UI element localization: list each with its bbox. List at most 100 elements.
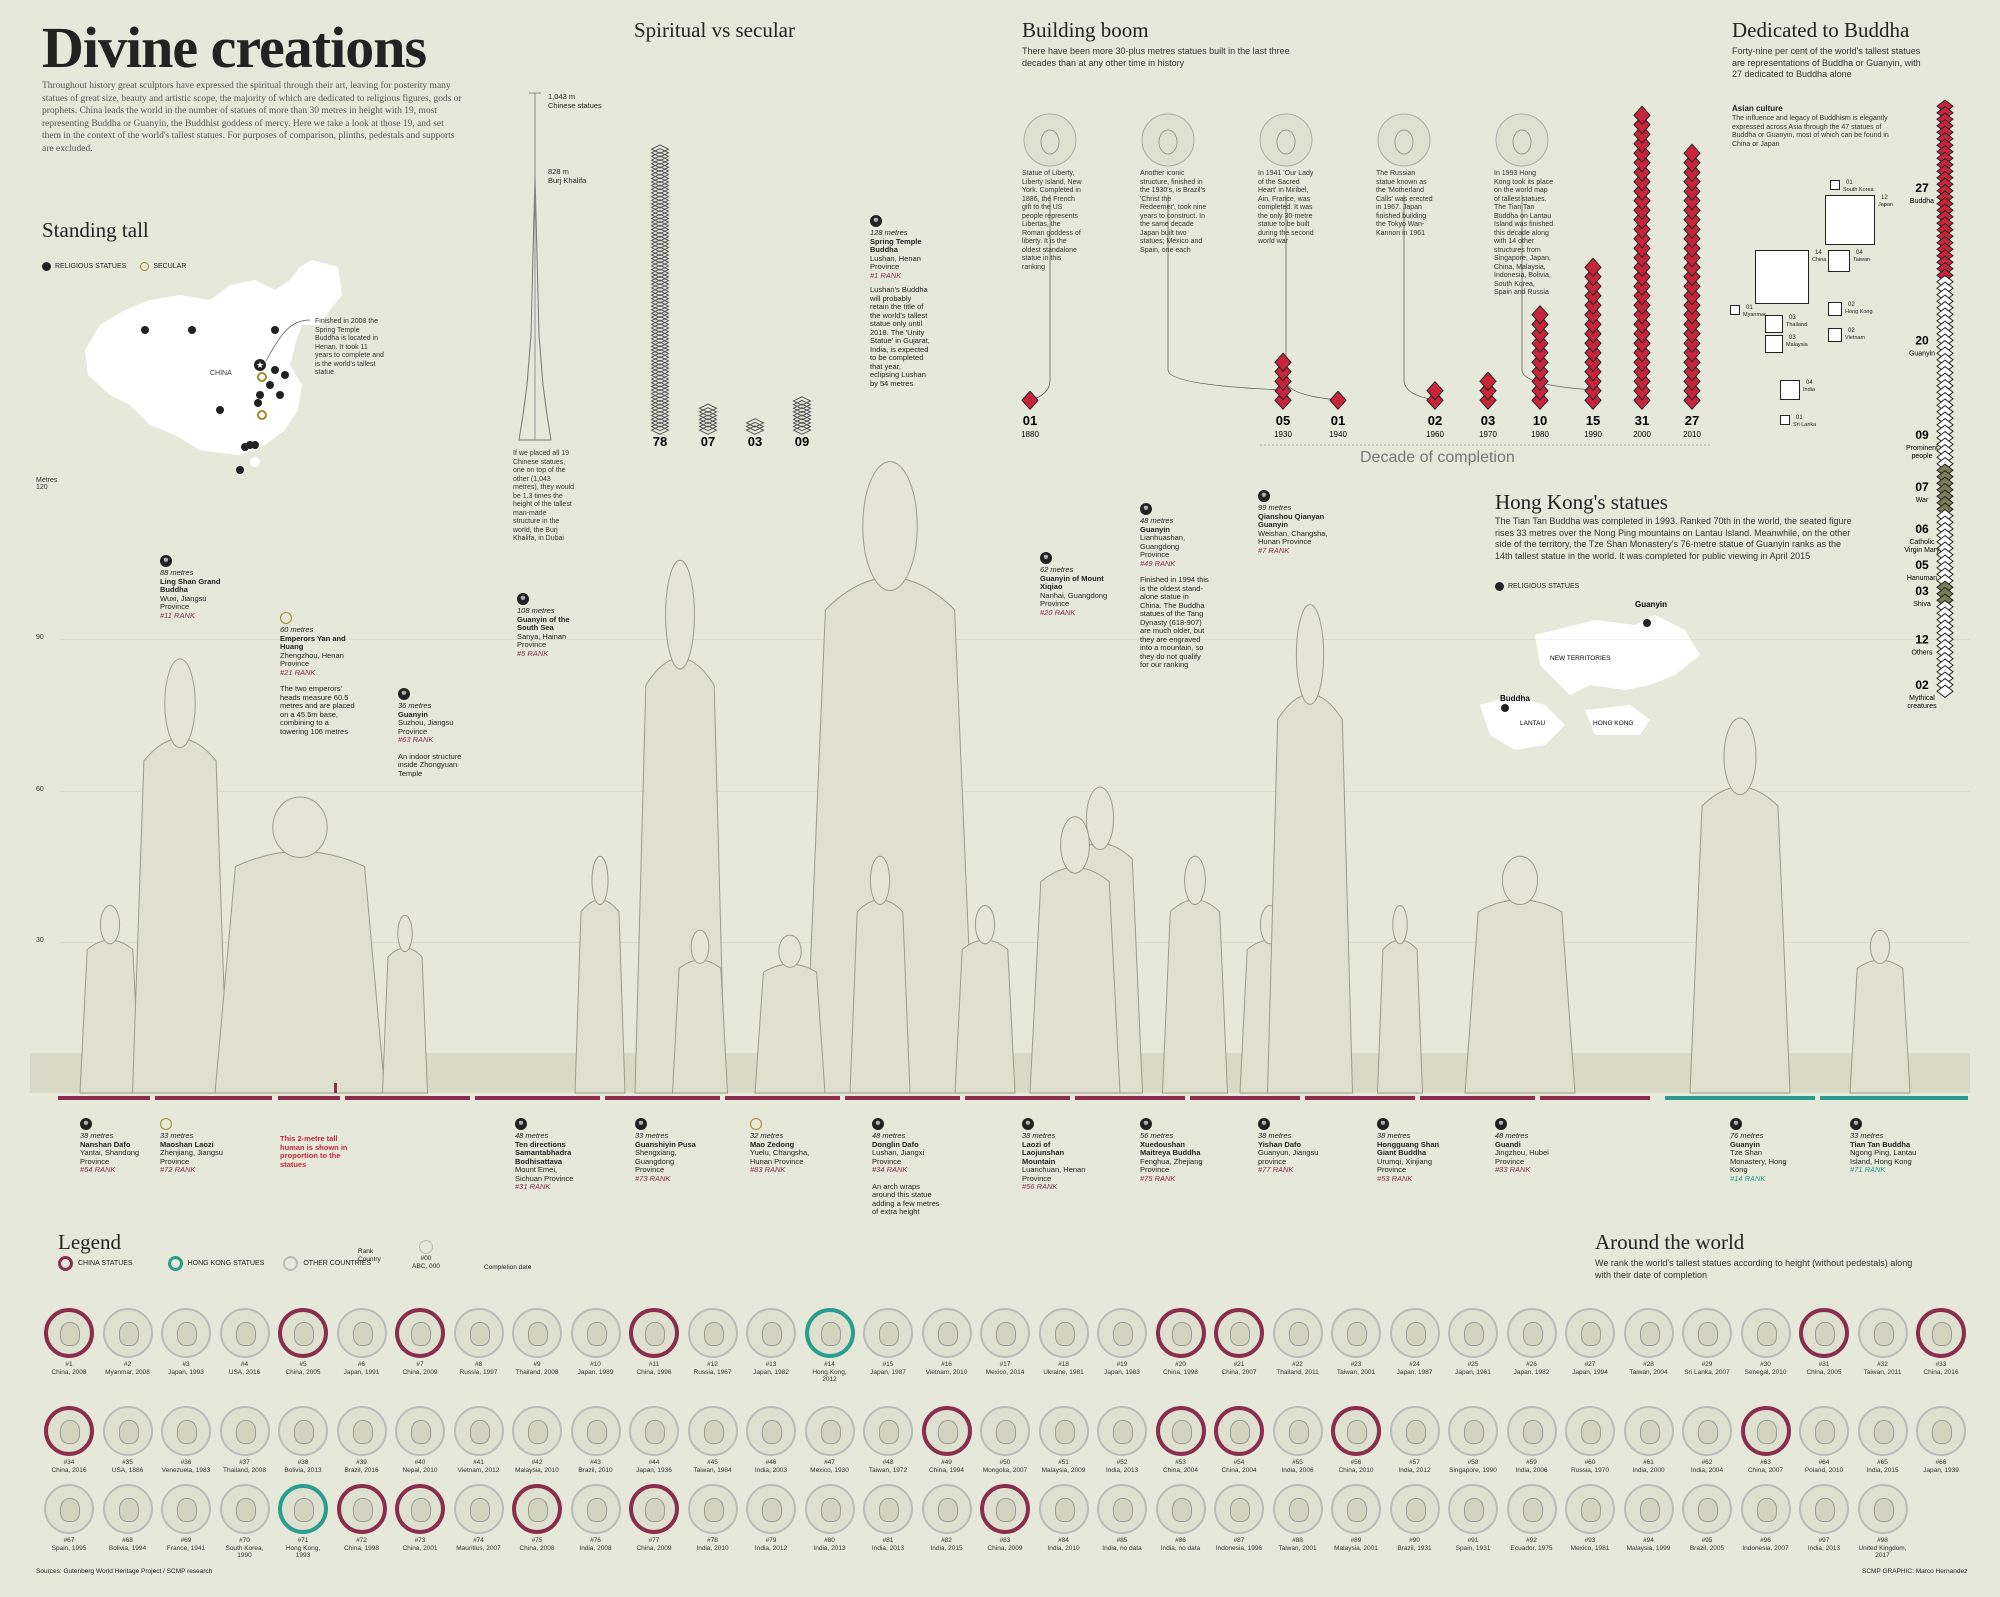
- type-bar-cell: [792, 418, 812, 428]
- ranking-medal: #62 India, 2004: [1682, 1406, 1732, 1474]
- ytick-30: 30: [36, 937, 44, 944]
- subject-value-label: 09: [1915, 428, 1929, 442]
- ranking-medal: #21 China, 2007: [1214, 1308, 1264, 1376]
- decade-value-label: 05: [1276, 413, 1290, 428]
- type-bar-cell: [650, 177, 670, 187]
- country-box-south-korea: 01 South Korea: [1830, 180, 1874, 193]
- decade-category-label: 2000: [1633, 430, 1651, 439]
- hk-title: Hong Kong's statues: [1495, 490, 1668, 514]
- subject-bar-guanyin: [1936, 274, 1954, 413]
- subject-bar-others: [1936, 599, 1954, 686]
- subject-bar-mythical-creatures: [1936, 677, 1954, 699]
- type-bar-cell: [650, 250, 670, 260]
- type-bar-cell: [650, 184, 670, 195]
- type-bar-cell: [792, 407, 812, 417]
- ranking-medal: #60 Russia, 1970: [1565, 1406, 1615, 1474]
- decade-bar-1970: [1479, 371, 1497, 411]
- type-bar-cell: [650, 348, 670, 359]
- asian-culture-text: The influence and legacy of Buddhism is …: [1732, 115, 1889, 148]
- page-title: Divine creations: [42, 15, 427, 80]
- type-bar-cell: [650, 370, 670, 381]
- type-bar-cell: [745, 421, 765, 432]
- ranking-medal: #66 Japan, 1939: [1916, 1406, 1966, 1474]
- type-bar-cell: [650, 312, 670, 322]
- subject-category-label: War: [1916, 497, 1929, 504]
- decade-bar-1930: [1274, 352, 1292, 411]
- ranking-medal: #7 China, 2009: [395, 1308, 445, 1376]
- type-bar-cell: [650, 374, 670, 384]
- type-value-label: 07: [701, 434, 715, 449]
- type-bar-cell: [650, 326, 670, 337]
- type-bar-cell: [650, 356, 670, 366]
- ranking-medal: #61 India, 2000: [1623, 1406, 1674, 1474]
- subject-bar-shiva: [1936, 580, 1954, 608]
- secular-pin-icon: [140, 262, 150, 271]
- decade-axis-label: Decade of completion: [1360, 449, 1515, 466]
- country-box-india: 04 India: [1780, 380, 1815, 400]
- lower-label: ☸ 33 metres Guanshiyin Pusa Shengxiang, Gua…: [635, 1118, 703, 1183]
- type-bar-cell: [650, 337, 670, 348]
- label-south-sea: ☸ 108 metres Guanyin of the South Sea Sany…: [517, 593, 587, 658]
- type-bar-friendship: [745, 418, 765, 435]
- hk-map: Guanyin NEW TERRITORIES Buddha LANTAU HO…: [1480, 600, 1700, 750]
- type-bar-cell: [650, 359, 670, 370]
- type-bar-cell: [650, 381, 670, 392]
- subject-value-label: 05: [1915, 558, 1929, 572]
- world-subtitle: We rank the world's tallest statues acco…: [1595, 1258, 1913, 1280]
- statue-guanyin-lianhuashan-: [1161, 855, 1229, 1094]
- ranking-medal: #23 Taiwan, 2001: [1331, 1308, 1381, 1376]
- decade-bar-cell: [1479, 371, 1497, 392]
- ranking-medal: #42 Malaysia, 2010: [512, 1406, 562, 1474]
- ranking-medal: #72 China, 1998: [336, 1484, 387, 1552]
- decade-bar-cell: [1274, 352, 1292, 373]
- boom-title: Building boom: [1022, 18, 1149, 42]
- subject-value-label: 03: [1915, 584, 1929, 598]
- ranking-medal: #55 India, 2006: [1272, 1406, 1323, 1474]
- subject-category-label: Catholic: [1909, 539, 1935, 546]
- decade-category-label: 1990: [1584, 430, 1602, 439]
- legend-title: Legend: [58, 1230, 121, 1254]
- type-bar-cell: [792, 414, 812, 424]
- decade-bar-cell: [1531, 304, 1549, 325]
- china-swatch: [58, 1256, 73, 1271]
- type-bar-cell: [650, 294, 670, 304]
- type-bar-cell: [650, 195, 670, 205]
- type-bar-cell: [650, 345, 670, 355]
- legend-religious: RELIGIOUS STATUES: [55, 263, 127, 270]
- decade-bar-cell: [1426, 380, 1444, 401]
- ranking-medal: #45 Taiwan, 1984: [687, 1406, 738, 1474]
- hk-pin-icon: [1495, 582, 1504, 591]
- lower-label: ☸ 33 metres Tian Tan Buddha Ngong Ping, Lan…: [1850, 1118, 1918, 1175]
- hk-swatch: [167, 1256, 183, 1271]
- subject-value-label: 07: [1915, 480, 1929, 494]
- statue-guandi: [1464, 855, 1576, 1094]
- country-box-japan: 12 Japan: [1825, 195, 1893, 245]
- ranking-medal: #67 Spain, 1995: [44, 1484, 94, 1552]
- religious-pin-icon: ☸: [1850, 1118, 1862, 1130]
- subject-value-label: 06: [1915, 522, 1929, 536]
- subject-category-label: Shiva: [1913, 601, 1931, 608]
- type-bar-cell: [650, 410, 670, 421]
- legend-rank-country: Rank Country: [358, 1248, 381, 1263]
- type-bar-cell: [650, 173, 670, 184]
- ranking-medal: #24 Japan, 1987: [1389, 1308, 1440, 1376]
- type-bar-cell: [650, 414, 670, 424]
- type-bar-cell: [650, 264, 670, 275]
- ranking-medal: #32 Taiwan, 2011: [1857, 1308, 1908, 1376]
- type-bar-cell: [650, 144, 670, 154]
- statue-mao-zedong: [754, 934, 826, 1094]
- ranking-medal: #14 Hong Kong, 2012: [804, 1308, 855, 1384]
- decade-category-label: 1930: [1274, 430, 1292, 439]
- statue-ten-directions-samantabhadra-bodhisattava: [574, 855, 626, 1094]
- type-bar-cell: [650, 283, 670, 293]
- type-bar-cell: [650, 403, 670, 414]
- statue-guanshiyin-pusa: [671, 929, 729, 1094]
- boom-note-1930: Another iconic structure, finished in th…: [1140, 170, 1207, 254]
- secular-pin-icon: [750, 1118, 762, 1130]
- decade-bar-1990: [1584, 257, 1602, 411]
- type-bar-cell: [650, 323, 670, 333]
- asian-culture-title: Asian culture: [1732, 104, 1783, 113]
- subject-value-label: 20: [1915, 334, 1929, 348]
